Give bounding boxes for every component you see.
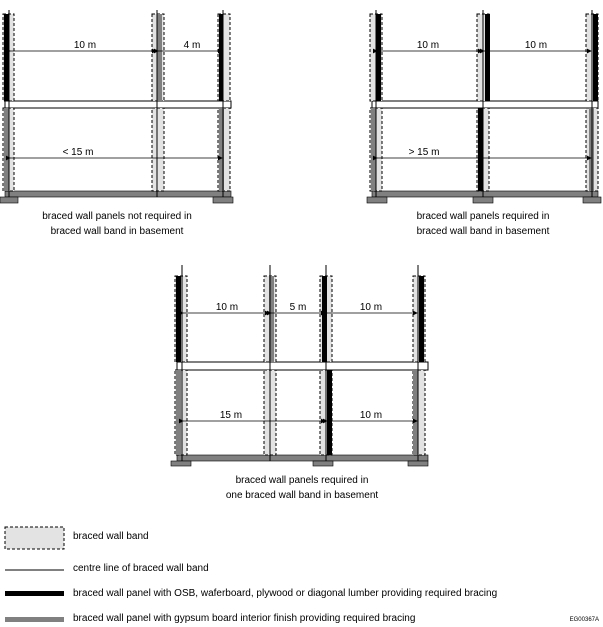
caption-line: braced wall band in basement	[50, 226, 184, 237]
legend-band-swatch	[4, 526, 65, 550]
diagram-b: 10 m 10 m > 15 m	[366, 10, 602, 204]
dimension-label: 10 m	[525, 40, 547, 51]
caption-line: braced wall band in basement	[416, 226, 550, 237]
dimension-label: 10 m	[360, 302, 382, 313]
legend-gypsum-swatch	[5, 617, 64, 622]
osb-panel	[419, 276, 424, 362]
floor-slab	[176, 361, 429, 371]
legend-centre-line-label: centre line of braced wall band	[73, 563, 209, 574]
legend	[4, 526, 65, 622]
footing	[366, 196, 388, 204]
dimension-label: 4 m	[184, 40, 201, 51]
osb-panel	[219, 14, 223, 101]
floor-slab	[371, 100, 599, 109]
diagram-c: 10 m 5 m 10 m 15 m 10 m	[170, 265, 429, 467]
osb-panel	[478, 108, 483, 191]
gypsum-panel	[4, 108, 9, 191]
braced-wall-band	[151, 107, 165, 192]
gypsum-panel	[413, 370, 418, 455]
dimension-label: > 15 m	[409, 147, 440, 158]
diagram-a: 10 m 4 m < 15 m	[0, 10, 234, 204]
legend-osb-label: braced wall panel with OSB, waferboard, …	[73, 588, 498, 599]
gypsum-panel	[219, 108, 224, 191]
caption-diagram-a: braced wall panels not required in brace…	[7, 209, 227, 239]
dimension-label: 10 m	[74, 40, 96, 51]
caption-line: braced wall panels required in	[416, 211, 550, 222]
legend-band-label: braced wall band	[73, 531, 149, 542]
osb-panel	[376, 14, 381, 101]
osb-panel	[593, 14, 598, 101]
basement-slab	[4, 190, 232, 198]
osb-panel	[327, 370, 332, 455]
dimension-label: 5 m	[290, 302, 307, 313]
footing	[312, 460, 334, 467]
footing	[582, 196, 602, 204]
dimension-label: < 15 m	[63, 147, 94, 158]
caption-line: one braced wall band in basement	[225, 490, 379, 501]
osb-panel	[176, 276, 181, 362]
floor-slab	[4, 100, 232, 109]
legend-gypsum-label: braced wall panel with gypsum board inte…	[73, 613, 416, 624]
gypsum-panel	[176, 370, 181, 455]
osb-panel	[485, 14, 490, 101]
dimension-label: 15 m	[220, 410, 242, 421]
caption-line: braced wall panels required in	[235, 475, 369, 486]
footing	[170, 460, 192, 467]
gypsum-panel	[157, 14, 162, 101]
basement-slab	[371, 190, 599, 198]
caption-diagram-b: braced wall panels required in braced wa…	[373, 209, 593, 239]
dimension-label: 10 m	[360, 410, 382, 421]
legend-osb-swatch	[5, 591, 64, 596]
figure-code: EG00367A	[569, 617, 599, 623]
gypsum-panel	[371, 108, 376, 191]
footing	[212, 196, 234, 204]
osb-panel	[4, 14, 9, 101]
osb-panel	[322, 276, 327, 362]
footing	[407, 460, 429, 467]
dimension-label: 10 m	[417, 40, 439, 51]
dimension-label: 10 m	[216, 302, 238, 313]
gypsum-panel	[269, 276, 274, 362]
basement-slab	[176, 454, 429, 462]
footing	[0, 196, 19, 204]
caption-line: braced wall panels not required in	[42, 211, 192, 222]
caption-diagram-c: braced wall panels required in one brace…	[192, 473, 412, 503]
footing	[472, 196, 494, 204]
